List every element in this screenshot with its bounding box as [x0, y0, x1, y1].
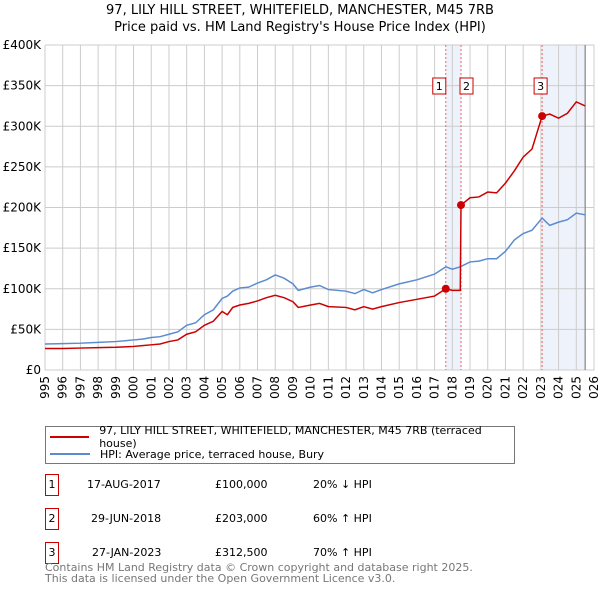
- chart-title: 97, LILY HILL STREET, WHITEFIELD, MANCHE…: [106, 3, 494, 18]
- x-tick-label: 2010: [304, 376, 318, 400]
- table-row: 3 27-JAN-2023 £312,500 70% ↑ HPI: [45, 542, 445, 564]
- x-tick-label: 1996: [56, 376, 70, 400]
- sale-marker-box: [459, 77, 474, 95]
- hpi-line: [44, 212, 586, 345]
- x-tick-label: 2005: [215, 376, 229, 400]
- legend-swatch-hpi: [50, 453, 90, 455]
- x-tick-label: 2007: [251, 376, 265, 400]
- x-tick-label: 2025: [569, 376, 583, 400]
- x-tick-label: 1997: [73, 376, 87, 400]
- x-tick-label: 2000: [127, 376, 141, 400]
- sale-marker-label: 3: [537, 80, 544, 93]
- y-tick-label: £150K: [3, 241, 43, 255]
- x-tick-label: 2003: [180, 376, 194, 400]
- x-tick-label: 2008: [268, 376, 282, 400]
- sale-marker-label: 2: [463, 80, 470, 93]
- row-hpi: 60% ↑ HPI: [313, 512, 372, 525]
- legend-swatch-property: [50, 436, 90, 438]
- x-tick-label: 2011: [321, 376, 335, 400]
- legend: 97, LILY HILL STREET, WHITEFIELD, MANCHE…: [45, 424, 515, 464]
- x-tick-label: 2006: [233, 376, 247, 400]
- table-row: 2 29-JUN-2018 £203,000 60% ↑ HPI: [45, 508, 445, 530]
- x-tick-label: 2014: [374, 376, 388, 400]
- x-tick-label: 2017: [428, 376, 442, 400]
- x-tick-label: 2013: [357, 376, 371, 400]
- x-tick-label: 2026: [587, 376, 600, 400]
- x-tick-label: 2012: [339, 376, 353, 400]
- x-tick-label: 2018: [445, 376, 459, 400]
- sale-point: [457, 201, 466, 210]
- footer-licence: This data is licensed under the Open Gov…: [45, 572, 396, 585]
- sale-marker-box: [533, 77, 548, 95]
- row-date: 27-JAN-2023: [92, 546, 162, 559]
- y-tick-label: £50K: [10, 322, 42, 336]
- row-number: 3: [45, 542, 59, 564]
- property-price-line: [45, 100, 586, 350]
- x-tick-label: 2016: [410, 376, 424, 400]
- sale-marker-box: [432, 77, 447, 95]
- x-tick-label: 1998: [91, 376, 105, 400]
- x-tick-label: 1999: [109, 376, 123, 400]
- x-tick-label: 2024: [552, 376, 566, 400]
- chart-subtitle: Price paid vs. HM Land Registry's House …: [114, 20, 486, 35]
- y-tick-label: £300K: [3, 119, 43, 133]
- row-number: 1: [45, 474, 59, 496]
- y-tick-label: £400K: [3, 38, 43, 52]
- row-price: £203,000: [215, 512, 268, 525]
- row-price: £312,500: [215, 546, 268, 559]
- row-date: 17-AUG-2017: [87, 478, 161, 491]
- x-tick-label: 2002: [162, 376, 176, 400]
- y-tick-label: £0: [26, 363, 41, 377]
- y-tick-label: £100K: [3, 282, 43, 296]
- y-tick-label: £250K: [3, 160, 43, 174]
- table-row: 1 17-AUG-2017 £100,000 20% ↓ HPI: [45, 474, 445, 496]
- plot-area: £0 £50K £100K £150K £200K £250K £300K £350K £400…: [3, 38, 600, 400]
- sale-point: [538, 112, 547, 121]
- x-tick-label: 2019: [463, 376, 477, 400]
- sale-marker-label: 1: [436, 80, 443, 93]
- row-price: £100,000: [215, 478, 268, 491]
- row-number: 2: [45, 508, 59, 530]
- legend-label-hpi: HPI: Average price, terraced house, Bury: [100, 447, 325, 461]
- x-tick-label: 2004: [197, 376, 211, 400]
- sale-point: [441, 284, 450, 293]
- footer-copyright: Contains HM Land Registry data © Crown c…: [45, 561, 473, 574]
- x-tick-label: 2022: [516, 376, 530, 400]
- x-tick-label: 2023: [534, 376, 548, 400]
- row-hpi: 20% ↓ HPI: [313, 478, 372, 491]
- x-tick-label: 2020: [481, 376, 495, 400]
- x-tick-label: 2001: [144, 376, 158, 400]
- x-tick-label: 2021: [498, 376, 512, 400]
- y-tick-label: £350K: [3, 79, 43, 93]
- y-tick-label: £200K: [3, 201, 43, 215]
- x-tick-label: 1995: [38, 376, 52, 400]
- legend-label-property: 97, LILY HILL STREET, WHITEFIELD, MANCHE…: [99, 424, 482, 450]
- row-date: 29-JUN-2018: [91, 512, 162, 525]
- x-tick-label: 2015: [392, 376, 406, 400]
- row-hpi: 70% ↑ HPI: [313, 546, 372, 559]
- x-tick-label: 2009: [286, 376, 300, 400]
